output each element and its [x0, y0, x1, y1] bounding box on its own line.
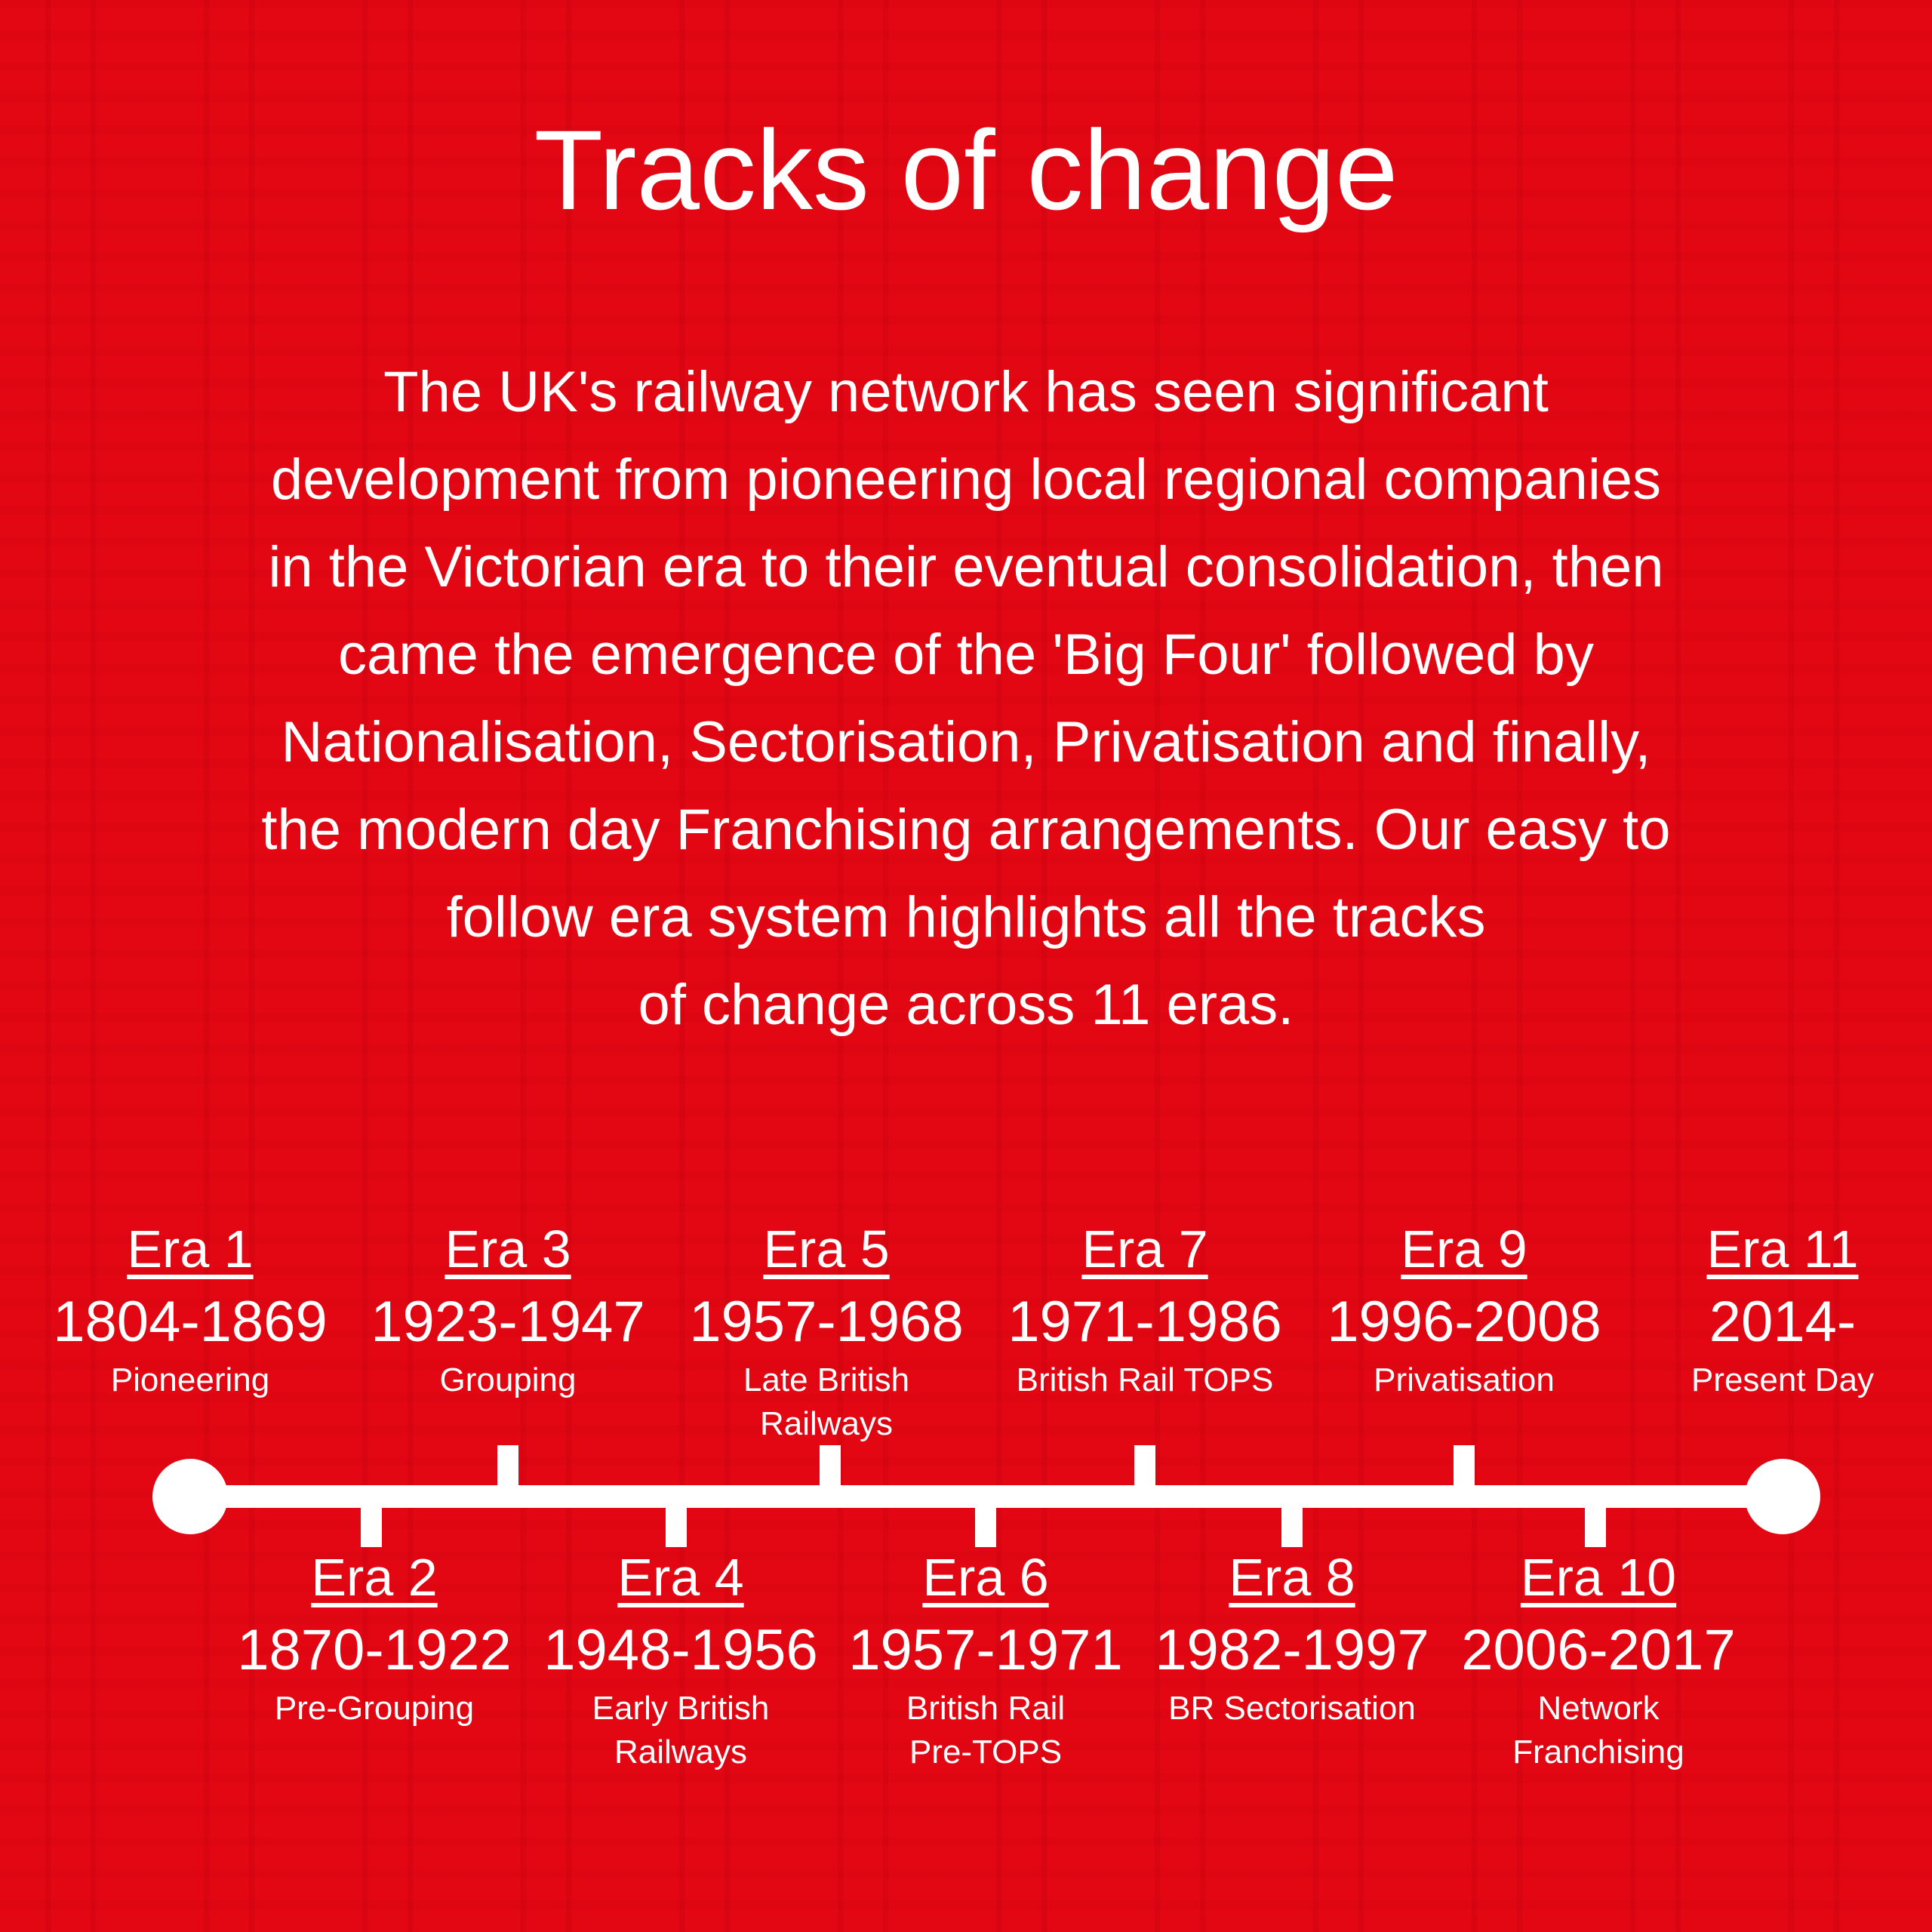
era-name: Pre-Grouping [274, 1690, 475, 1727]
era-label: Era 4 [617, 1548, 744, 1607]
era-5: Era 5 1957-1968 Late British Railways [668, 1215, 985, 1446]
timeline-tick-era-9 [1454, 1445, 1475, 1487]
intro-line: came the emergence of the 'Big Four' fol… [338, 623, 1594, 687]
era-9: Era 9 1996-2008 Privatisation [1306, 1215, 1623, 1402]
timeline-tick-era-7 [1134, 1445, 1155, 1487]
era-7: Era 7 1971-1986 British Rail TOPS [986, 1215, 1303, 1402]
era-name: British Rail [906, 1690, 1066, 1727]
era-name-line-2: Railways [759, 1405, 894, 1442]
era-2: Era 2 1870-1922 Pre-Grouping [216, 1543, 533, 1730]
era-years: 1982-1997 [1155, 1618, 1429, 1682]
intro-line: development from pioneering local region… [271, 448, 1661, 512]
era-label: Era 11 [1706, 1220, 1859, 1278]
era-label: Era 7 [1081, 1220, 1208, 1278]
era-4: Era 4 1948-1956 Early British Railways [522, 1543, 839, 1774]
page-title: Tracks of change [534, 106, 1398, 233]
timeline-tick-era-6 [975, 1506, 996, 1547]
era-name: Late British [743, 1361, 910, 1398]
era-label: Era 1 [127, 1220, 254, 1278]
timeline-tick-era-8 [1281, 1506, 1303, 1547]
timeline-end-dot [1745, 1459, 1820, 1534]
timeline-start-dot [152, 1459, 228, 1534]
era-label: Era 9 [1401, 1220, 1527, 1278]
era-name: Early British [592, 1690, 770, 1727]
era-label: Era 6 [922, 1548, 1049, 1607]
era-years: 1948-1956 [543, 1618, 818, 1682]
era-name: Privatisation [1374, 1361, 1555, 1398]
era-years: 2006-2017 [1461, 1618, 1736, 1682]
era-1: Era 1 1804-1869 Pioneering [32, 1215, 349, 1402]
intro-paragraph: The UK's railway network has seen signif… [75, 349, 1857, 1049]
intro-line: Nationalisation, Sectorisation, Privatis… [281, 710, 1651, 774]
era-years: 1870-1922 [237, 1618, 512, 1682]
era-name: Network [1537, 1690, 1660, 1727]
era-11: Era 11 2014- Present Day [1624, 1215, 1932, 1402]
era-name-line-2: Railways [614, 1734, 748, 1770]
timeline-tick-era-4 [666, 1506, 687, 1547]
era-label: Era 5 [763, 1220, 890, 1278]
era-years: 1957-1971 [848, 1618, 1123, 1682]
era-3: Era 3 1923-1947 Grouping [349, 1215, 666, 1402]
intro-line: follow era system highlights all the tra… [446, 885, 1486, 949]
intro-line: The UK's railway network has seen signif… [383, 360, 1549, 424]
era-6: Era 6 1957-1971 British Rail Pre-TOPS [827, 1543, 1144, 1774]
era-years: 1996-2008 [1327, 1290, 1601, 1354]
era-8: Era 8 1982-1997 BR Sectorisation [1134, 1543, 1451, 1730]
era-name-line-2: Franchising [1512, 1734, 1684, 1770]
era-name: Pioneering [110, 1361, 270, 1398]
era-years: 1957-1968 [689, 1290, 964, 1354]
intro-line: the modern day Franchising arrangements.… [261, 798, 1671, 862]
era-name: Present Day [1690, 1361, 1875, 1398]
timeline-tick-era-5 [820, 1445, 841, 1487]
era-label: Era 2 [311, 1548, 438, 1607]
timeline-tick-era-10 [1585, 1506, 1606, 1547]
timeline-tick-era-2 [361, 1506, 382, 1547]
era-label: Era 8 [1229, 1548, 1355, 1607]
era-years: 1971-1986 [1008, 1290, 1282, 1354]
era-name-line-2: Pre-TOPS [909, 1734, 1063, 1770]
intro-line: of change across 11 eras. [638, 973, 1294, 1037]
era-name: British Rail TOPS [1016, 1361, 1274, 1398]
era-years: 1804-1869 [53, 1290, 328, 1354]
era-label: Era 3 [445, 1220, 571, 1278]
timeline-line [190, 1485, 1783, 1508]
era-years: 2014- [1709, 1290, 1857, 1354]
era-label: Era 10 [1520, 1548, 1677, 1607]
era-name: Grouping [439, 1361, 577, 1398]
era-10: Era 10 2006-2017 Network Franchising [1440, 1543, 1757, 1774]
intro-line: in the Victorian era to their eventual c… [268, 535, 1664, 599]
timeline-tick-era-3 [497, 1445, 518, 1487]
era-name: BR Sectorisation [1168, 1690, 1416, 1727]
era-years: 1923-1947 [371, 1290, 645, 1354]
